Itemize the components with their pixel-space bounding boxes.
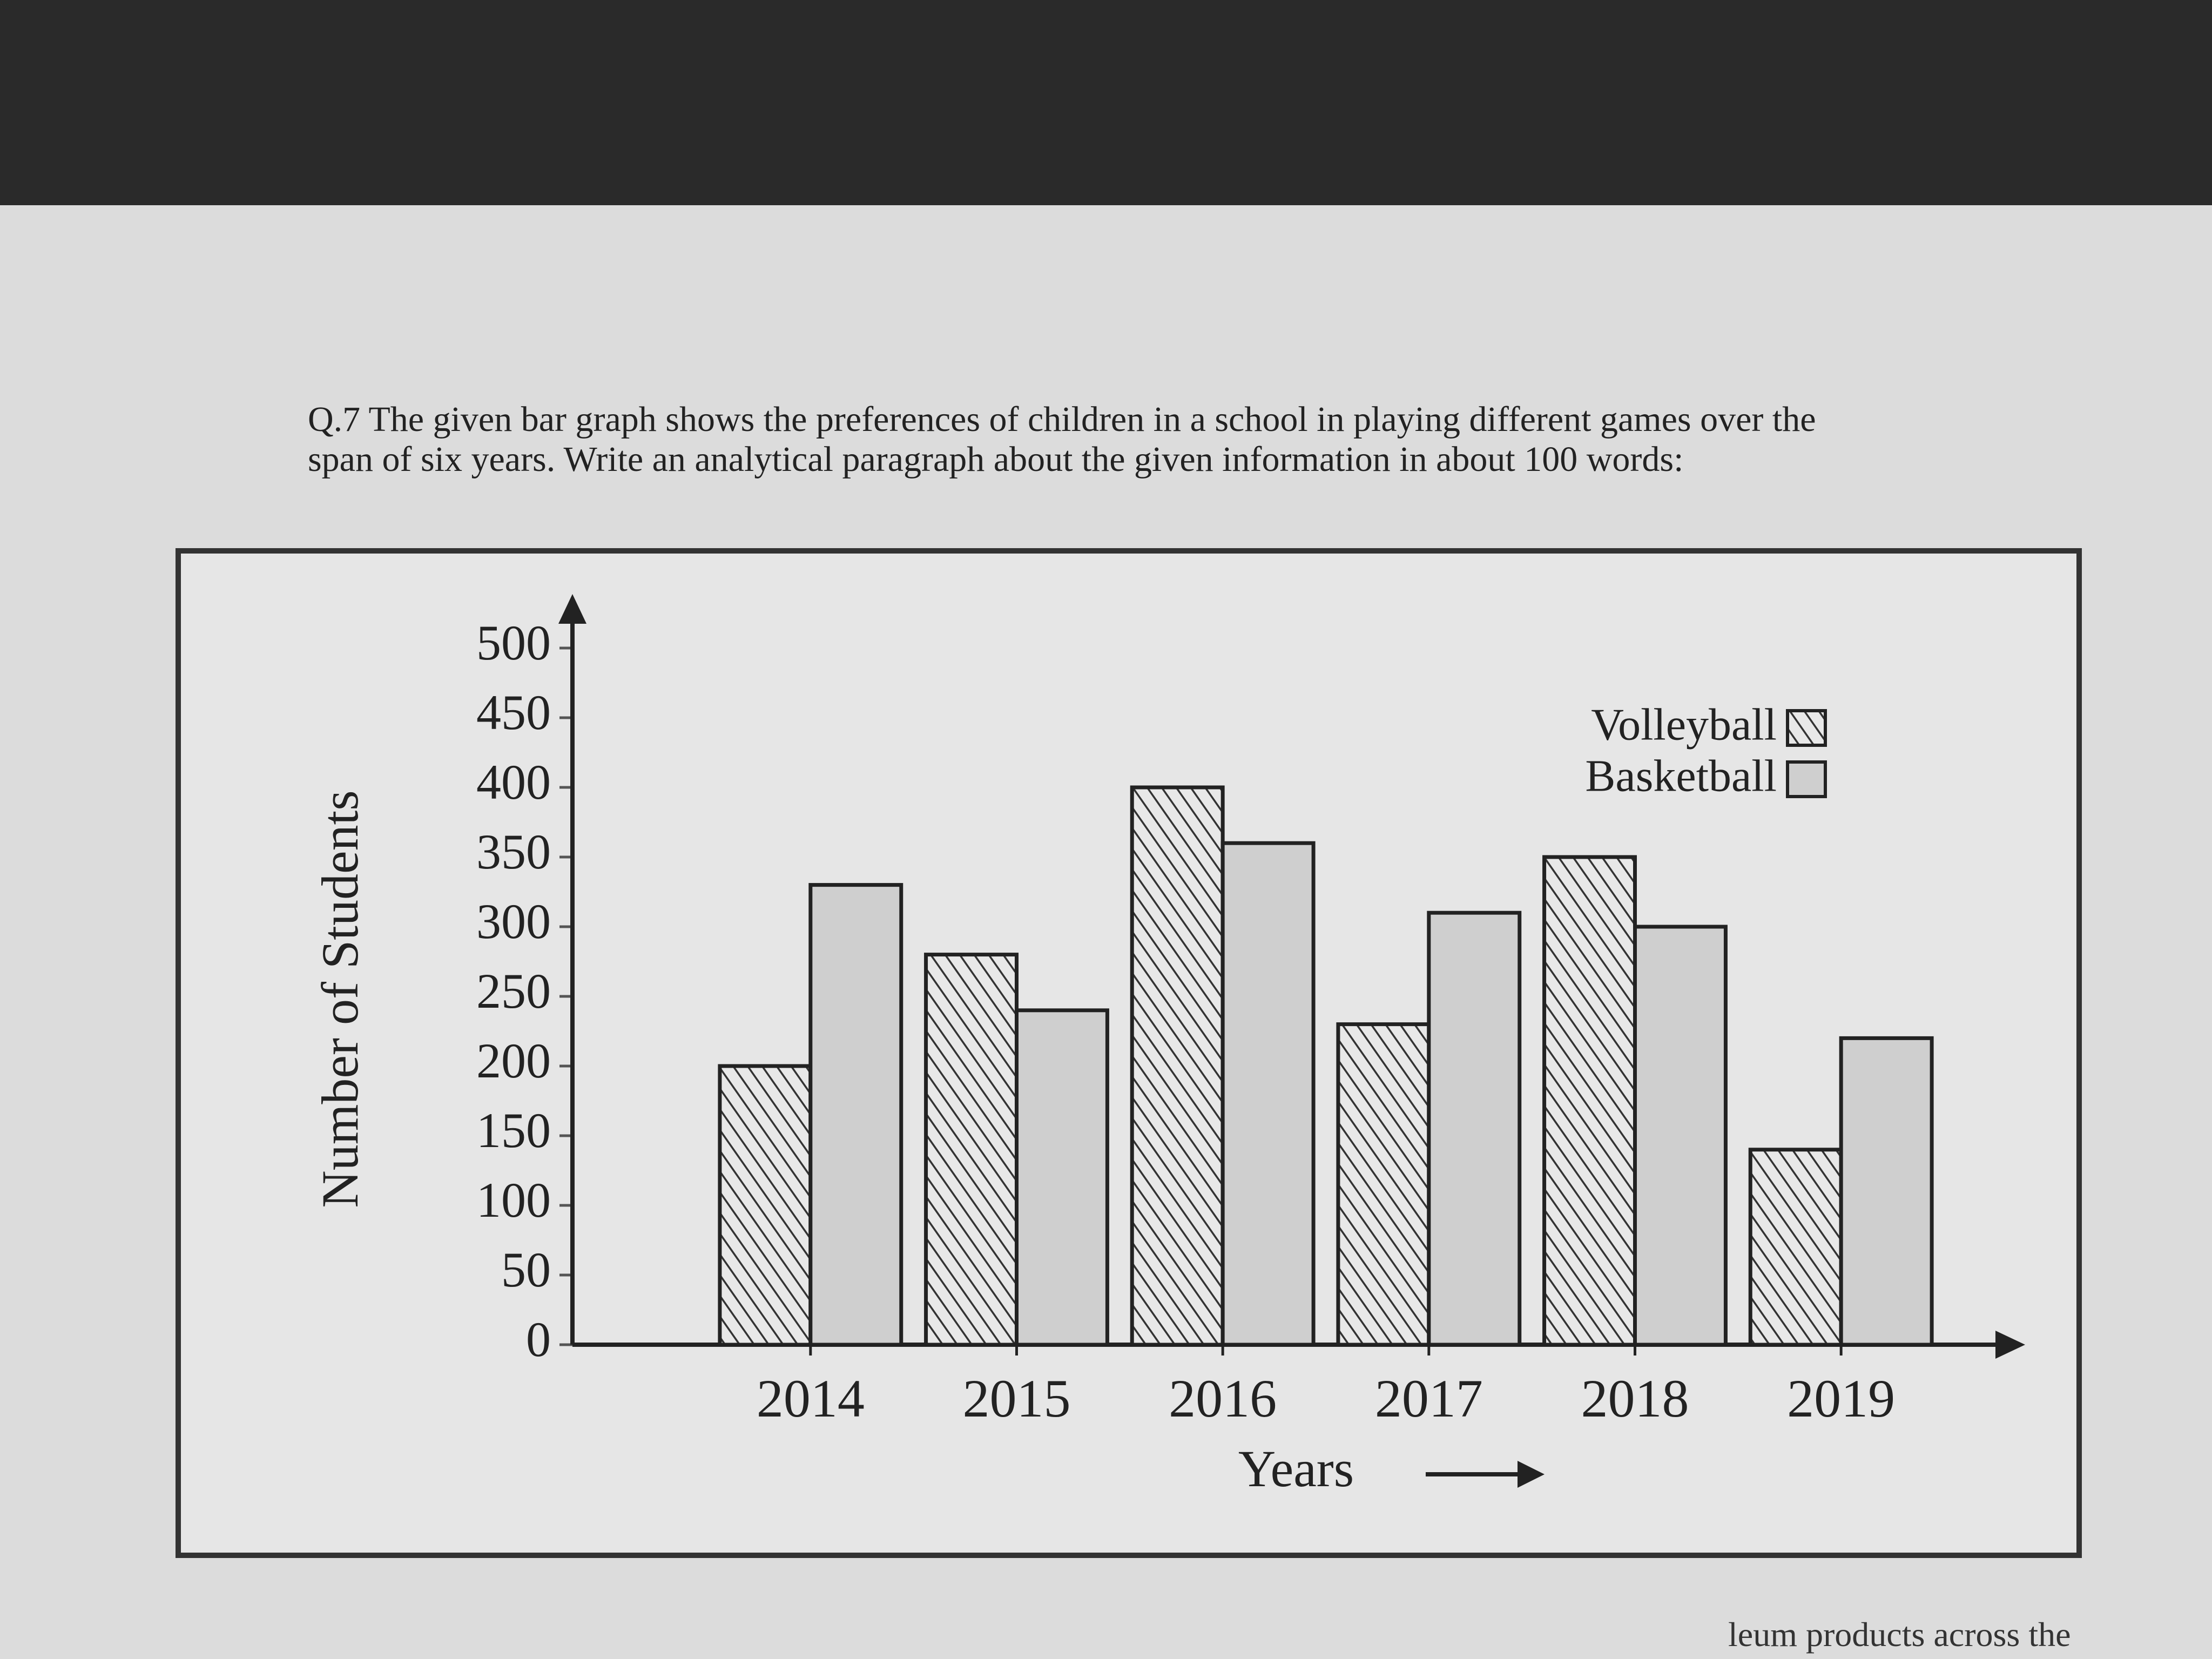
y-tick-label: 250 <box>476 963 551 1019</box>
bar <box>924 953 1019 1347</box>
y-tick-label: 0 <box>526 1312 551 1367</box>
bar <box>1336 1022 1431 1347</box>
legend-swatch <box>1786 760 1827 798</box>
bar <box>1542 855 1637 1347</box>
bar <box>1839 1036 1934 1347</box>
y-tick-label: 150 <box>476 1103 551 1158</box>
bar <box>1633 925 1728 1347</box>
y-axis-label: Number of Students <box>311 790 369 1208</box>
question: Q.7 The given bar graph shows the prefer… <box>308 400 1816 479</box>
y-tick-label: 350 <box>476 824 551 879</box>
legend-label: Basketball <box>1585 751 1777 801</box>
arrow-head <box>1995 1331 2025 1359</box>
bar <box>808 883 903 1347</box>
x-axis-label: Years <box>1238 1440 1354 1498</box>
x-tick-label: 2014 <box>757 1368 865 1428</box>
x-tick-label: 2018 <box>1581 1368 1689 1428</box>
arrow-head <box>558 594 586 624</box>
legend-label: Volleyball <box>1591 699 1777 750</box>
y-tick-label: 300 <box>476 894 551 949</box>
y-tick-label: 500 <box>476 615 551 670</box>
y-tick-label: 450 <box>476 685 551 740</box>
bar <box>1748 1148 1843 1347</box>
footer-fragment: leum products across the <box>1728 1615 2071 1654</box>
arrow-head <box>1518 1461 1545 1488</box>
y-tick-label: 200 <box>476 1033 551 1088</box>
y-tick-label: 100 <box>476 1172 551 1228</box>
bar <box>718 1064 813 1347</box>
legend-swatch <box>1786 709 1827 747</box>
y-tick-label: 50 <box>501 1242 551 1297</box>
x-tick-label: 2015 <box>963 1368 1071 1428</box>
chart-frame <box>176 548 2082 1558</box>
y-tick-label: 400 <box>476 754 551 810</box>
x-tick-label: 2016 <box>1169 1368 1277 1428</box>
bar <box>1130 785 1225 1347</box>
bar <box>1015 1008 1109 1347</box>
x-tick-label: 2017 <box>1375 1368 1483 1428</box>
bar <box>1220 841 1316 1347</box>
bar <box>1427 911 1522 1347</box>
x-tick-label: 2019 <box>1787 1368 1895 1428</box>
